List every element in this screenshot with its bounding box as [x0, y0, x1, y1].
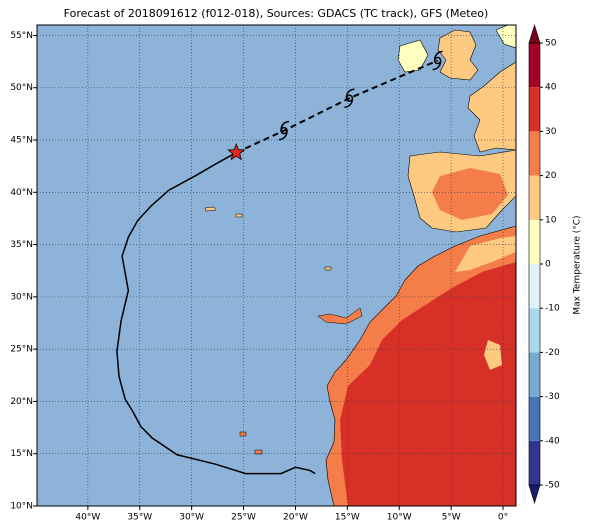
- y-tick-label: 15°N: [10, 449, 33, 459]
- x-tick-label: 0°: [498, 513, 508, 523]
- colorbar-tick-label: -10: [545, 304, 560, 314]
- island-cape-verde: [239, 431, 247, 437]
- colorbar-tick-label: -40: [545, 436, 560, 446]
- grid: [37, 25, 516, 506]
- land-britain: [437, 29, 479, 81]
- map-frame: [36, 24, 517, 507]
- y-tick-label: 40°N: [10, 188, 33, 198]
- y-tick-label: 35°N: [10, 240, 33, 250]
- x-tick-label: 30°W: [179, 513, 204, 523]
- y-tick-label: 30°N: [10, 292, 33, 302]
- island-cape-verde: [254, 449, 263, 455]
- y-tick-label: 45°N: [10, 136, 33, 146]
- colorbar-band: [529, 396, 540, 441]
- island-azores: [235, 213, 243, 218]
- map-title: Forecast of 2018091612 (f012-018), Sourc…: [64, 7, 489, 20]
- x-tick-label: 20°W: [283, 513, 308, 523]
- island-madeira: [324, 266, 332, 271]
- y-tick-label: 10°N: [10, 502, 33, 512]
- y-tick-label: 20°N: [10, 397, 33, 407]
- colorbar-extend-low: [528, 484, 541, 505]
- colorbar-tick-label: 40: [545, 83, 557, 93]
- x-tick-label: 25°W: [231, 513, 256, 523]
- colorbar-band: [529, 43, 540, 88]
- island-canaries: [317, 307, 363, 325]
- cyclone-symbol: [432, 50, 443, 71]
- colorbar-tick-label: -30: [545, 392, 560, 402]
- x-tick-label: 40°W: [75, 513, 100, 523]
- island-azores: [204, 206, 217, 212]
- cyclone-arm: [344, 88, 355, 108]
- colorbar-tick-label: 50: [545, 39, 557, 49]
- colorbar-band: [529, 219, 540, 264]
- cyclone-arm: [432, 50, 443, 71]
- current-position: [227, 142, 246, 161]
- colorbar-band: [529, 175, 540, 220]
- y-tick-label: 25°N: [10, 345, 33, 355]
- x-tick-label: 5°W: [442, 513, 461, 523]
- land-france: [467, 61, 516, 153]
- colorbar-tick-label: -20: [545, 348, 560, 358]
- land-highland: [484, 340, 502, 370]
- cyclone-arm: [278, 120, 290, 141]
- colorbar-band: [529, 308, 540, 353]
- x-tick-label: 15°W: [335, 513, 360, 523]
- y-tick-label: 55°N: [10, 31, 33, 41]
- cyclone-symbol: [278, 120, 290, 141]
- colorbar-band: [529, 440, 540, 485]
- colorbar-tick-label: -50: [545, 481, 560, 491]
- colorbar-band: [529, 264, 540, 309]
- colorbar-tick-label: 20: [545, 171, 557, 181]
- colorbar-band: [529, 87, 540, 132]
- map-area: [37, 25, 516, 506]
- colorbar-tick-label: 0: [545, 260, 551, 270]
- colorbar-band: [529, 352, 540, 397]
- past-track: [116, 151, 316, 475]
- land-north: [495, 25, 516, 49]
- colorbar-tick-label: 10: [545, 215, 557, 225]
- land-ireland: [397, 39, 429, 73]
- y-tick-label: 50°N: [10, 83, 33, 93]
- colorbar-tick-label: 30: [545, 127, 557, 137]
- forecast-track: [235, 59, 439, 154]
- colorbar-label: Max Temperature (°C): [573, 215, 583, 314]
- colorbar-extend-high: [528, 23, 541, 44]
- x-tick-label: 35°W: [127, 513, 152, 523]
- cyclone-symbol: [344, 88, 355, 108]
- land-atlas: [455, 236, 516, 272]
- x-tick-label: 10°W: [387, 513, 412, 523]
- land-hot-zone: [340, 262, 516, 506]
- colorbar-band: [529, 131, 540, 176]
